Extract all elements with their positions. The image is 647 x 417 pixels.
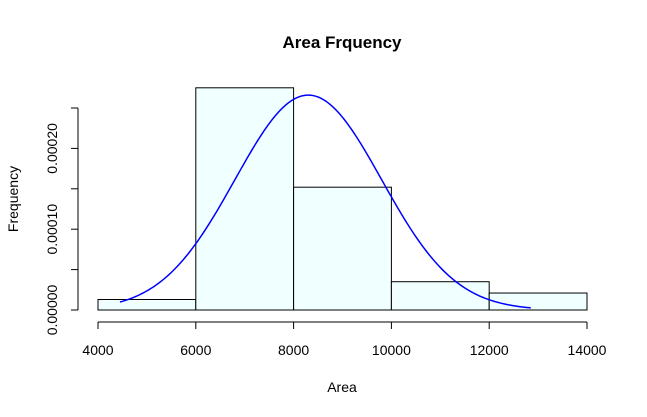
- y-tick-label: 0.00000: [44, 284, 60, 335]
- x-tick-label: 12000: [470, 342, 509, 358]
- density-curve: [119, 94, 531, 309]
- x-tick-label: 4000: [82, 342, 113, 358]
- x-axis: 4000 6000 8000 10000 12000 14000: [82, 321, 607, 358]
- y-tick-label: 0.00010: [44, 204, 60, 255]
- histogram-bar-4: [390, 281, 490, 311]
- x-tick-label: 6000: [180, 342, 211, 358]
- y-axis: 0.00000 0.00010 0.00020: [44, 107, 79, 335]
- x-axis-label: Area: [327, 379, 357, 395]
- histogram-bar-2: [195, 87, 295, 311]
- chart-title: Area Frquency: [282, 33, 402, 52]
- x-tick-label: 10000: [372, 342, 411, 358]
- histogram-bar-3: [293, 186, 392, 311]
- histogram-bar-1: [97, 298, 197, 311]
- x-tick-label: 8000: [278, 342, 309, 358]
- x-tick-label: 14000: [568, 342, 607, 358]
- y-axis-label: Frequency: [5, 166, 21, 232]
- histogram-bars: [97, 87, 588, 311]
- histogram-bar-5: [488, 292, 588, 311]
- y-tick-label: 0.00020: [44, 123, 60, 174]
